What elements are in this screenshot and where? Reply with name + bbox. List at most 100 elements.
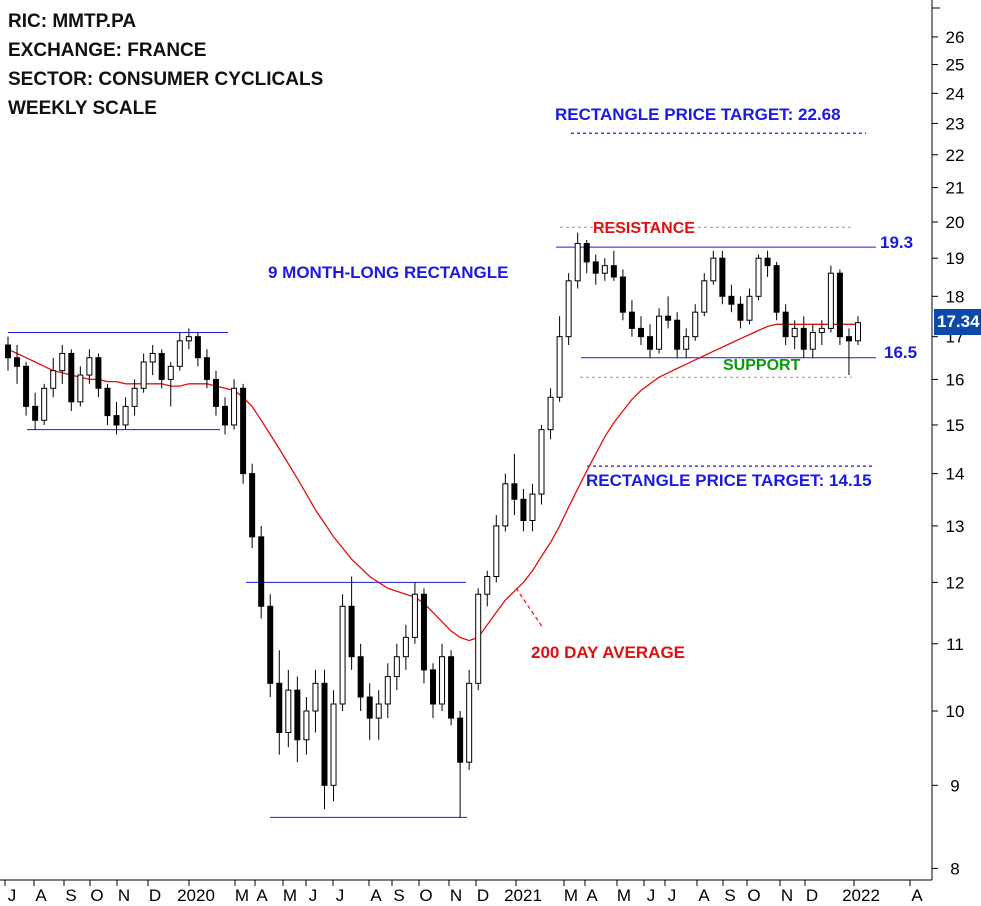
exchange-label: EXCHANGE: FRANCE <box>8 40 207 61</box>
time-tick-label: J <box>647 886 656 905</box>
candle <box>439 643 446 711</box>
time-tick-label: A <box>586 886 598 905</box>
candle <box>176 332 183 371</box>
support-label: SUPPORT <box>723 357 801 374</box>
candle <box>14 345 21 384</box>
candle-body-down <box>222 405 229 426</box>
candle-body-down <box>448 656 455 719</box>
candle <box>203 349 210 389</box>
candle-body-down <box>583 242 590 263</box>
candle-body-down <box>267 605 274 684</box>
candle-body-down <box>348 605 355 658</box>
candle <box>511 453 518 516</box>
candle-body-down <box>258 536 265 607</box>
time-axis: J A S O N D 2020 M A M J J A S O N D 2021 M A M J J A S O N D 2022 A <box>4 880 923 905</box>
candle <box>104 383 111 425</box>
candle <box>647 324 654 358</box>
candle-body-up <box>827 272 834 329</box>
candle <box>737 296 744 329</box>
candle <box>809 324 816 358</box>
candle <box>339 594 346 711</box>
candle <box>656 308 663 354</box>
time-tick-label: S <box>393 886 404 905</box>
candle-body-up <box>149 352 156 363</box>
candle <box>692 304 699 341</box>
resistance-value: 19.3 <box>880 233 914 252</box>
candle <box>113 401 120 435</box>
candle-body-up <box>502 483 509 527</box>
candle-body-down <box>719 257 726 297</box>
candle-body-down <box>764 257 771 267</box>
candle <box>475 588 482 691</box>
time-tick-label: D <box>806 886 818 905</box>
candle <box>231 379 238 430</box>
candle-body-down <box>520 498 527 522</box>
candle-body-down <box>212 378 219 407</box>
candle <box>827 265 834 333</box>
candle <box>32 392 39 430</box>
support-value: 16.5 <box>884 343 918 362</box>
candle-body-up <box>185 336 192 342</box>
candle <box>547 388 554 440</box>
candle <box>791 320 798 350</box>
candle <box>357 643 364 711</box>
candle <box>719 250 726 305</box>
candle-body-down <box>430 669 436 705</box>
candle-body-up <box>565 280 572 338</box>
candle-body-down <box>420 593 427 671</box>
level-lines <box>8 132 876 818</box>
candle <box>420 588 427 684</box>
time-tick-label: S <box>724 886 735 905</box>
candle-body-up <box>375 703 382 719</box>
candle-body-down <box>647 336 654 350</box>
candle-body-down <box>511 483 518 500</box>
candle-body-down <box>32 405 39 421</box>
candle-body-down <box>592 261 599 274</box>
candle <box>131 379 138 416</box>
candle-body-up <box>41 387 48 421</box>
candle <box>493 515 500 583</box>
candle <box>267 594 274 698</box>
price-tick-label: 22 <box>946 146 965 165</box>
candle-body-down <box>845 336 852 342</box>
candle <box>583 239 590 274</box>
price-tick-label: 21 <box>946 179 965 198</box>
candle-body-up <box>77 374 84 403</box>
candle-body-up <box>384 676 391 705</box>
time-tick-label: O <box>747 886 760 905</box>
candle <box>538 424 545 505</box>
candle <box>565 273 572 346</box>
candle <box>167 362 174 407</box>
candle-body-down <box>5 344 11 359</box>
candle-body-down <box>457 717 464 763</box>
candle-body-up <box>710 257 717 282</box>
candle <box>755 254 762 301</box>
candle <box>411 582 418 644</box>
candle <box>592 254 599 285</box>
candle <box>222 397 229 435</box>
candle-body-up <box>339 605 346 705</box>
candle-body-up <box>493 525 500 578</box>
candle-body-down <box>240 387 247 475</box>
candle <box>402 624 409 670</box>
candle-body-up <box>855 322 861 342</box>
price-tick-label: 15 <box>946 416 965 435</box>
candle <box>430 663 436 719</box>
candle-body-down <box>637 327 644 338</box>
time-tick-label: N <box>781 886 793 905</box>
candle <box>601 258 608 281</box>
time-tick-label: A <box>370 886 382 905</box>
time-tick-label: D <box>149 886 161 905</box>
candle <box>294 676 301 763</box>
candle-body-up <box>411 593 418 638</box>
candle <box>628 300 635 337</box>
time-tick-label: J <box>668 886 677 905</box>
candle <box>674 312 681 358</box>
candle-body-down <box>249 473 256 538</box>
candle <box>773 261 780 321</box>
candle <box>321 669 328 810</box>
candle <box>285 669 292 748</box>
candle <box>366 683 373 740</box>
candle-body-down <box>158 352 165 380</box>
